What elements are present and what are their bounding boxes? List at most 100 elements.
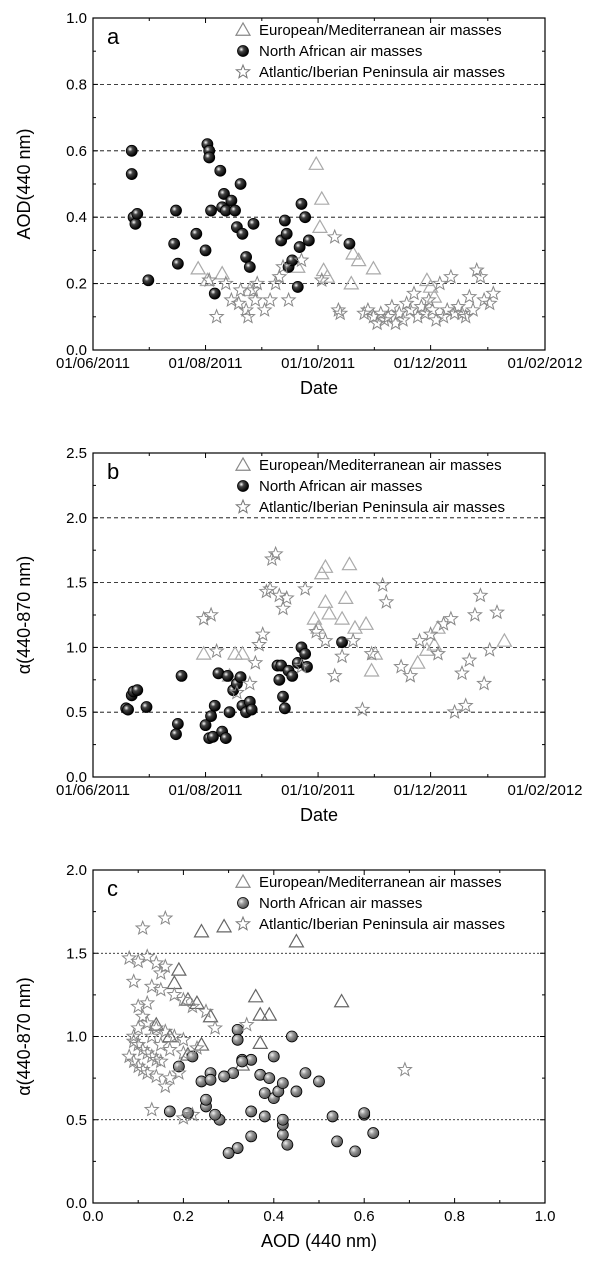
data-point-star (383, 298, 400, 314)
data-point-star (481, 295, 498, 311)
data-point-star (313, 271, 330, 288)
data-point-star (134, 1061, 151, 1077)
data-point-star (188, 1039, 205, 1055)
data-point-star (249, 275, 266, 291)
data-point-star (450, 298, 467, 314)
legend-marker-star (234, 498, 252, 514)
data-point-star (148, 1019, 165, 1035)
data-point-sphere (200, 1093, 212, 1106)
data-point-star (271, 268, 288, 284)
data-point-star (369, 314, 386, 331)
data-point-sphere (203, 151, 216, 164)
data-point-triangle (341, 556, 358, 571)
data-point-triangle (306, 610, 323, 625)
data-point-star (326, 667, 343, 683)
data-point-star (271, 587, 288, 603)
data-point-sphere (276, 1128, 289, 1141)
data-point-star (148, 1051, 165, 1067)
y-tick-label: 2.5 (66, 445, 87, 462)
data-point-star (157, 1078, 174, 1094)
legend-label: Atlantic/Iberian Peninsula air masses (259, 64, 505, 81)
data-point-triangle (214, 265, 231, 280)
y-tick-label: 0.0 (66, 1195, 87, 1212)
data-point-star (332, 305, 349, 321)
legend-label: Atlantic/Iberian Peninsula air masses (259, 499, 505, 516)
data-point-star (166, 1028, 183, 1044)
data-point-sphere (278, 214, 291, 227)
data-point-sphere (231, 1023, 244, 1036)
data-point-triangle (321, 605, 338, 620)
data-point-sphere (285, 1030, 298, 1043)
x-tick-label: 01/02/2012 (507, 355, 582, 372)
data-point-sphere (219, 732, 232, 745)
data-point-star (308, 623, 325, 639)
data-point-star (489, 603, 506, 620)
y-axis-title: α(440-870 nm) (14, 556, 34, 674)
data-point-sphere (205, 204, 217, 217)
data-point-triangle (193, 923, 210, 938)
data-point-triangle (315, 262, 332, 277)
legend-label: North African air masses (259, 43, 422, 60)
data-point-star (472, 268, 489, 284)
data-point-sphere (299, 647, 312, 660)
series-sphere (163, 1023, 380, 1159)
data-point-sphere (367, 1127, 380, 1139)
x-tick-label: 01/06/2011 (56, 355, 130, 372)
data-point-star (152, 1036, 169, 1052)
data-point-triangle (234, 645, 251, 660)
data-point-star (424, 301, 441, 317)
data-point-star (143, 1048, 160, 1064)
data-point-sphere (267, 1050, 280, 1063)
data-point-sphere (263, 1072, 276, 1085)
data-point-star (175, 1044, 192, 1060)
data-point-star (376, 311, 393, 327)
data-point-sphere (205, 710, 217, 722)
data-point-star (472, 587, 489, 603)
legend-marker-star (234, 915, 252, 931)
y-tick-label: 0.2 (66, 276, 87, 293)
data-point-triangle (365, 260, 382, 275)
y-tick-label: 1.0 (66, 1029, 87, 1046)
data-point-sphere (218, 1070, 230, 1083)
data-point-sphere (245, 1130, 258, 1143)
x-tick-label: 0.8 (444, 1208, 465, 1225)
data-point-star (247, 291, 264, 308)
data-point-sphere (299, 1067, 312, 1080)
data-point-star (439, 301, 456, 317)
legend-label: Atlantic/Iberian Peninsula air masses (259, 916, 505, 933)
data-point-star (251, 636, 268, 652)
data-point-star (476, 675, 493, 691)
data-point-sphere (280, 227, 293, 240)
data-point-triangle (311, 218, 328, 234)
data-point-sphere (247, 217, 260, 230)
data-point-star (446, 703, 463, 720)
data-point-star (280, 291, 297, 308)
data-point-star (139, 1044, 156, 1060)
data-point-star (230, 295, 247, 311)
data-point-star (380, 308, 397, 324)
x-tick-label: 01/02/2012 (507, 782, 582, 799)
data-point-star (201, 271, 218, 288)
data-point-sphere (349, 1145, 362, 1158)
data-point-triangle (345, 245, 362, 260)
data-point-sphere (299, 211, 312, 224)
data-point-star (175, 1109, 192, 1125)
legend-marker-triangle (234, 873, 252, 888)
data-point-sphere (125, 144, 138, 157)
data-point-star (345, 632, 362, 648)
data-point-star (256, 301, 273, 317)
data-point-star (431, 275, 448, 291)
data-point-star (402, 667, 419, 683)
x-axis-title: Date (300, 378, 338, 398)
data-point-star (297, 580, 314, 596)
data-point-triangle (252, 1006, 269, 1021)
data-point-star (166, 986, 183, 1002)
data-point-triangle (317, 558, 334, 573)
data-point-star (157, 1023, 174, 1039)
series-sphere (125, 138, 356, 300)
data-point-sphere (199, 719, 212, 732)
series-sphere (120, 636, 348, 745)
data-point-star (203, 606, 220, 622)
x-tick-label: 01/10/2011 (281, 782, 355, 799)
